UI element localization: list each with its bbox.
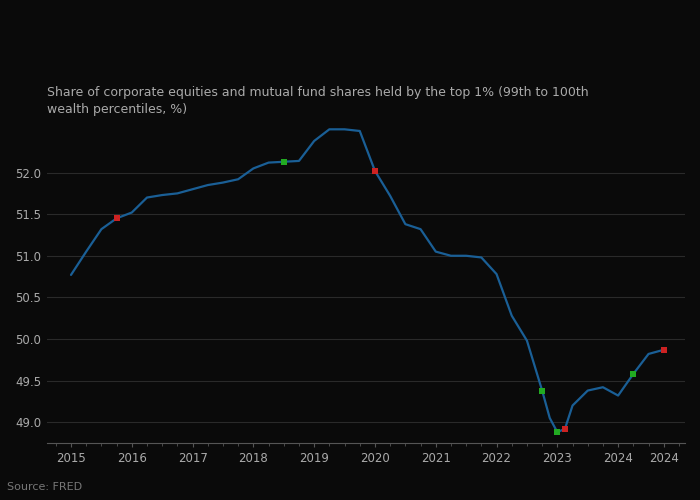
Text: Share of corporate equities and mutual fund shares held by the top 1% (99th to 1: Share of corporate equities and mutual f… [47,86,588,116]
Text: Source: FRED: Source: FRED [7,482,82,492]
